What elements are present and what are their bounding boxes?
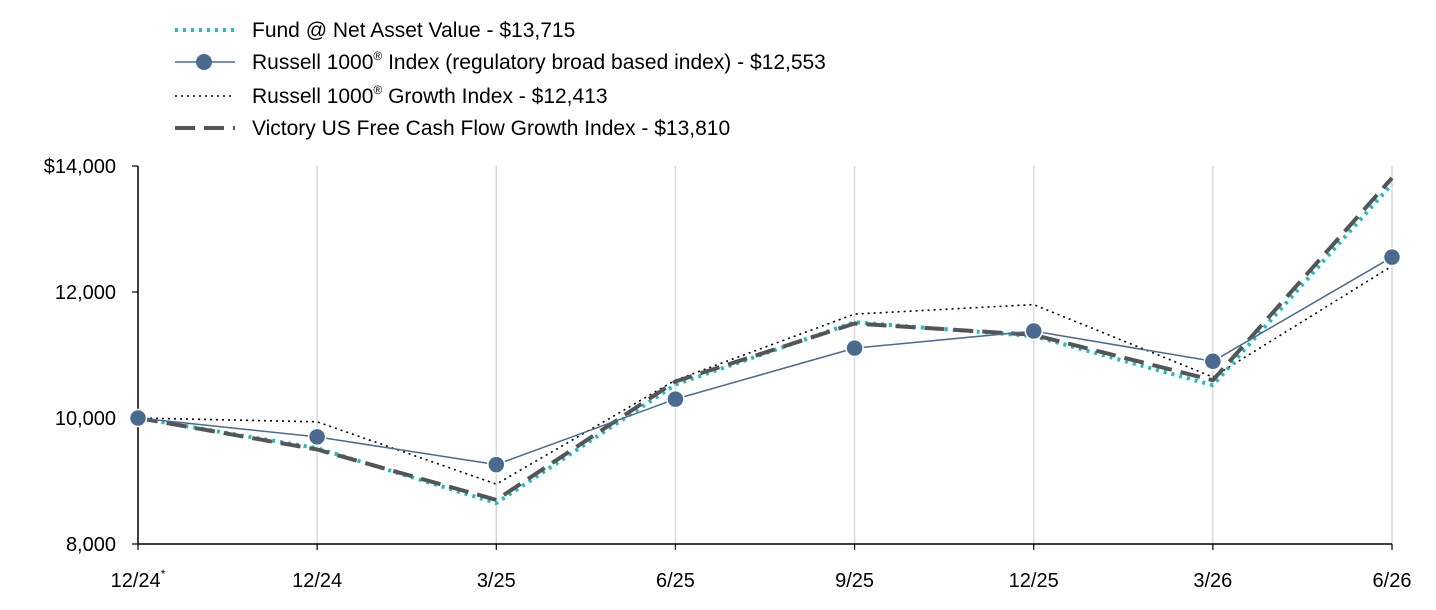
legend: Fund @ Net Asset Value - $13,715 Russell… (175, 19, 826, 140)
x-tick-label: 12/24 (292, 570, 342, 592)
legend-marker-russell-1000 (196, 54, 212, 70)
x-tick-label: 6/25 (656, 570, 695, 592)
axes (137, 166, 1392, 545)
x-tick-label: 9/25 (835, 570, 874, 592)
series-marker-1 (487, 455, 506, 474)
y-tick-label: $14,000 (44, 156, 116, 178)
series-marker-1 (845, 338, 864, 358)
series-line-3 (137, 176, 1394, 502)
legend-label-fund: Fund @ Net Asset Value - $13,715 (252, 19, 575, 42)
y-tick-label: 8,000 (66, 534, 116, 556)
x-tick-label: 6/26 (1373, 570, 1412, 592)
x-tick-label: 12/25 (1009, 570, 1059, 592)
legend-label-russell-1000: Russell 1000® Index (regulatory broad ba… (252, 49, 826, 74)
y-tick-label: 12,000 (55, 282, 116, 304)
x-tick-label: 3/26 (1193, 570, 1232, 592)
legend-item-fund: Fund @ Net Asset Value - $13,715 (175, 19, 575, 42)
y-axis-ticks: $14,000 12,000 10,000 8,000 (44, 156, 138, 556)
x-tick-label: 12/24* (111, 567, 166, 592)
legend-item-victory-index: Victory US Free Cash Flow Growth Index -… (175, 117, 730, 140)
series-marker-1 (1382, 247, 1402, 267)
x-axis-ticks: 12/24* 12/24 3/25 6/25 9/25 12/25 3/26 6/26 (111, 544, 1412, 592)
series-marker-1 (666, 389, 685, 409)
series-marker-1 (128, 408, 148, 428)
series-marker-1 (1024, 321, 1043, 341)
legend-item-russell-1000: Russell 1000® Index (regulatory broad ba… (175, 49, 826, 74)
series-layer (128, 176, 1402, 506)
legend-label-russell-1000-growth: Russell 1000® Growth Index - $12,413 (252, 83, 608, 108)
legend-label-victory-index: Victory US Free Cash Flow Growth Index -… (252, 117, 730, 140)
series-marker-1 (1203, 352, 1223, 371)
y-tick-label: 10,000 (55, 408, 116, 430)
series-line-1 (137, 256, 1393, 466)
x-tick-label: 3/25 (477, 570, 516, 592)
legend-item-russell-1000-growth: Russell 1000® Growth Index - $12,413 (175, 83, 608, 108)
x-tick-footnote-mark: * (161, 567, 166, 581)
series-line-0 (137, 182, 1394, 506)
series-line-2 (137, 265, 1393, 485)
series-marker-1 (307, 427, 327, 447)
